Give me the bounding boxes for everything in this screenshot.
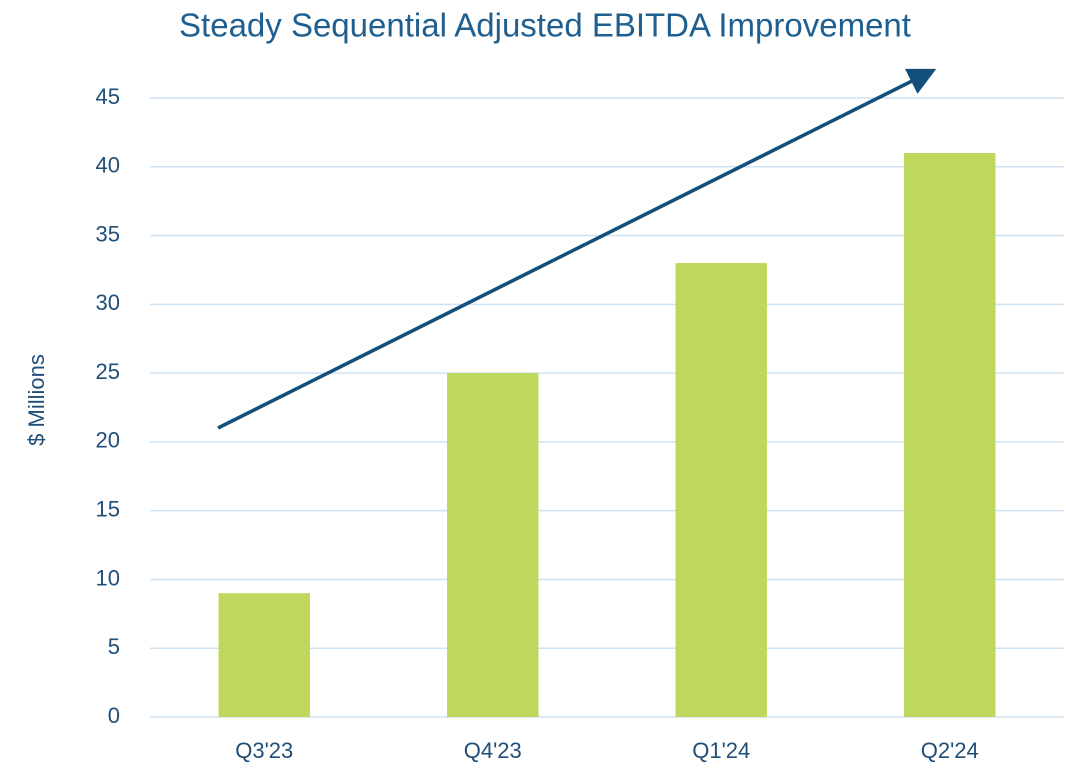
trend-arrow — [217, 68, 937, 430]
x-tick-label: Q3'23 — [235, 738, 293, 763]
y-tick-label: 5 — [108, 634, 120, 659]
chart-title: Steady Sequential Adjusted EBITDA Improv… — [179, 7, 911, 44]
bar — [218, 593, 310, 717]
y-tick-label: 30 — [96, 290, 120, 315]
y-tick-label: 15 — [96, 496, 120, 521]
y-tick-label: 40 — [96, 153, 120, 178]
bar — [675, 263, 767, 717]
x-tick-label: Q4'23 — [464, 738, 522, 763]
y-tick-label: 45 — [96, 84, 120, 109]
y-tick-label: 35 — [96, 221, 120, 246]
y-axis-label: $ Millions — [24, 354, 49, 446]
bar — [447, 373, 539, 717]
y-tick-label: 0 — [108, 703, 120, 728]
x-tick-label: Q2'24 — [921, 738, 979, 763]
plot-area: 0 5 10 15 20 25 30 35 40 45 Q3'23 Q4'23 Q1'24 Q2'24 — [96, 84, 1064, 763]
y-tick-label: 25 — [96, 359, 120, 384]
x-tick-label: Q1'24 — [692, 738, 750, 763]
y-tick-label: 20 — [96, 428, 120, 453]
y-tick-label: 10 — [96, 565, 120, 590]
bar — [904, 153, 996, 717]
